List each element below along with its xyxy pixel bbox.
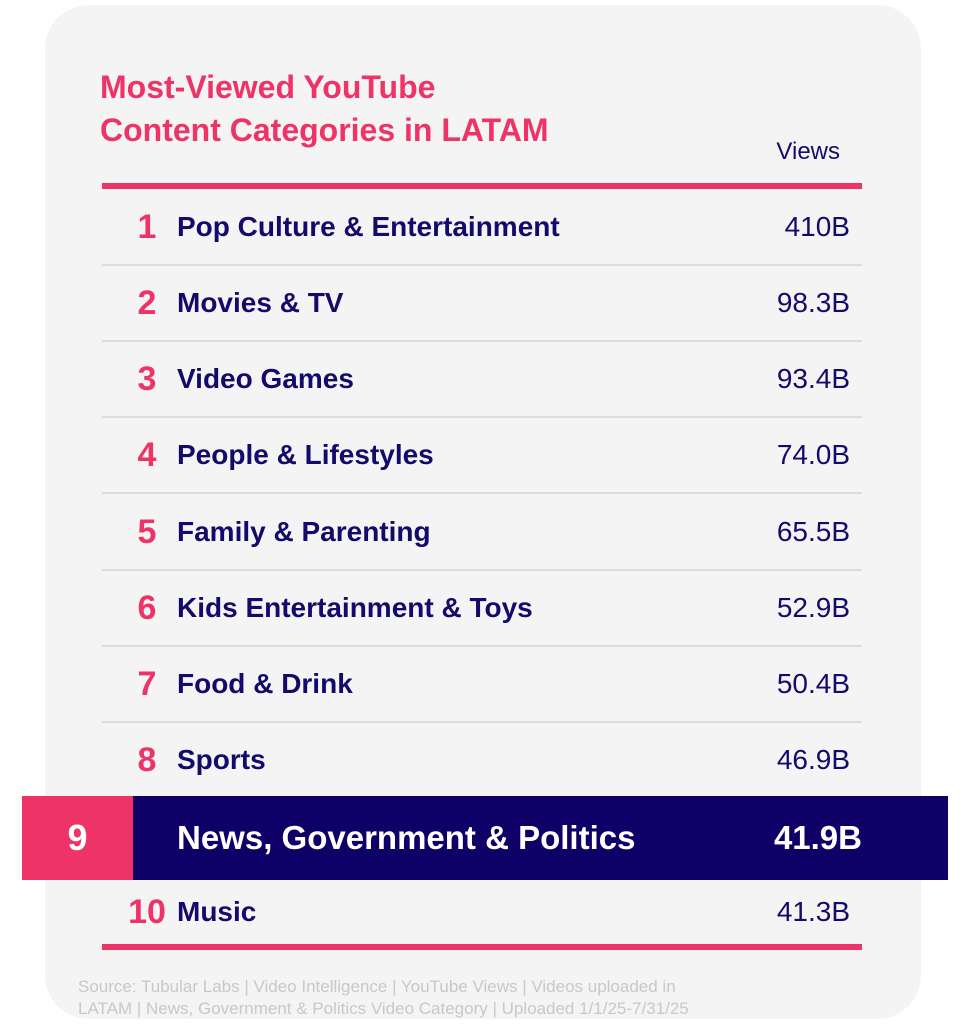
category-label: News, Government & Politics xyxy=(177,819,636,856)
rank-number: 4 xyxy=(137,435,157,474)
category-label: Pop Culture & Entertainment xyxy=(177,211,560,242)
category-label: Kids Entertainment & Toys xyxy=(177,592,533,623)
rank-number: 10 xyxy=(128,892,166,931)
table-row: 3 Video Games 93.4B xyxy=(102,341,862,417)
table-row: 8 Sports 46.9B xyxy=(102,722,862,798)
row-divider xyxy=(102,569,862,571)
views-value: 41.3B xyxy=(776,896,850,927)
table-row: 7 Food & Drink 50.4B xyxy=(102,646,862,722)
footnote-line-2: LATAM | News, Government & Politics Vide… xyxy=(78,999,689,1018)
category-label: Family & Parenting xyxy=(177,516,431,547)
views-value: 50.4B xyxy=(776,668,850,699)
rank-number: 6 xyxy=(137,588,157,627)
row-divider xyxy=(102,416,862,418)
rank-number: 9 xyxy=(22,796,133,880)
views-value: 52.9B xyxy=(776,592,850,623)
views-value: 46.9B xyxy=(776,744,850,775)
views-column-header: Views xyxy=(776,138,840,165)
row-divider xyxy=(102,721,862,723)
category-label: People & Lifestyles xyxy=(177,439,434,470)
page-title: Most-Viewed YouTube Content Categories i… xyxy=(100,66,549,152)
source-footnote: Source: Tubular Labs | Video Intelligenc… xyxy=(78,976,798,1020)
table-row: 6 Kids Entertainment & Toys 52.9B xyxy=(102,570,862,646)
category-label: Music xyxy=(177,896,257,927)
row-divider xyxy=(102,264,862,266)
rank-number: 2 xyxy=(137,283,157,322)
footnote-line-1: Source: Tubular Labs | Video Intelligenc… xyxy=(78,977,676,996)
views-value: 74.0B xyxy=(776,439,850,470)
table-row: 2 Movies & TV 98.3B xyxy=(102,265,862,341)
category-label: Movies & TV xyxy=(177,287,344,318)
table-row: 10 Music 41.3B xyxy=(102,874,862,950)
rank-number: 3 xyxy=(137,359,157,398)
views-value: 65.5B xyxy=(776,516,850,547)
row-divider xyxy=(102,492,862,494)
table-row: 1 Pop Culture & Entertainment 410B xyxy=(102,189,862,265)
top-rule xyxy=(102,183,862,189)
views-value: 98.3B xyxy=(776,287,850,318)
row-divider xyxy=(102,645,862,647)
rank-number: 8 xyxy=(137,740,157,779)
views-value: 93.4B xyxy=(776,363,850,394)
table-row: 4 People & Lifestyles 74.0B xyxy=(102,417,862,493)
category-label: Sports xyxy=(177,744,266,775)
table-row-highlighted: 9 News, Government & Politics 41.9B xyxy=(22,796,948,880)
row-divider xyxy=(102,340,862,342)
views-value: 410B xyxy=(784,211,850,242)
rank-number: 7 xyxy=(137,664,157,703)
rank-number: 1 xyxy=(137,207,157,246)
category-label: Food & Drink xyxy=(177,668,353,699)
title-line-1: Most-Viewed YouTube xyxy=(100,69,436,105)
views-value: 41.9B xyxy=(773,819,862,856)
category-label: Video Games xyxy=(177,363,354,394)
rank-number: 5 xyxy=(137,512,157,551)
title-line-2: Content Categories in LATAM xyxy=(100,112,549,148)
bottom-rule xyxy=(102,944,862,950)
table-row: 5 Family & Parenting 65.5B xyxy=(102,494,862,570)
